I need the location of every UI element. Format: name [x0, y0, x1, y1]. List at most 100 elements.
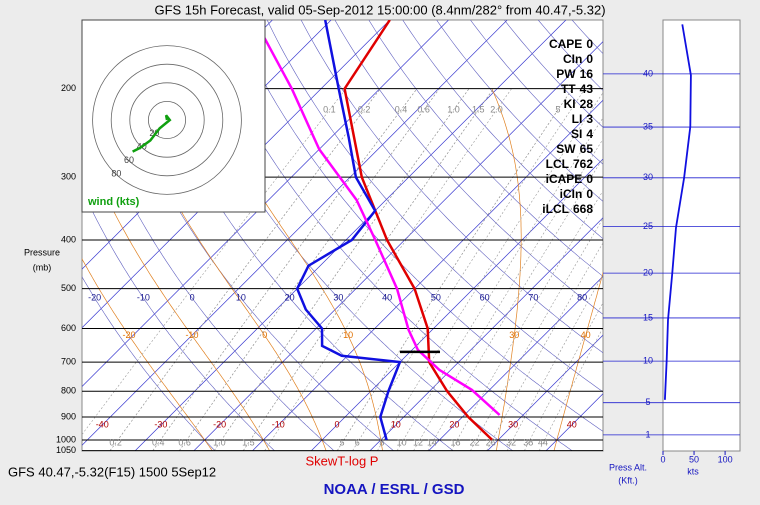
- index-label: iLCL: [542, 202, 569, 216]
- dry-adiabat-label: -10: [137, 292, 150, 302]
- index-label: KI: [564, 97, 576, 111]
- index-entry: LI 3: [572, 112, 594, 126]
- mixing-ratio-label: 38: [523, 437, 533, 447]
- index-label: LI: [572, 112, 583, 126]
- height-label: 35: [643, 121, 653, 131]
- moist-adiabat: [199, 88, 383, 451]
- mixing-ratio-line: [179, 88, 440, 451]
- moist-adiabat: [491, 88, 522, 451]
- dry-adiabat-label: -20: [88, 292, 101, 302]
- mixing-ratio-line: [486, 242, 603, 451]
- index-entry: iLCL 668: [542, 202, 593, 216]
- isotherm-label: -30: [154, 419, 167, 429]
- wind-x-tick-label: 0: [660, 454, 665, 464]
- moist-adiabat: [553, 271, 603, 451]
- mixing-ratio-label: 0.1: [323, 104, 336, 114]
- moist-adiabat-label: 30: [509, 330, 519, 340]
- dry-adiabat-label: 70: [528, 292, 538, 302]
- index-entry: PW 16: [556, 67, 593, 81]
- wind-y-label: Press Alt.: [609, 462, 647, 472]
- wind-x-label: kts: [687, 466, 699, 476]
- index-value: 668: [573, 202, 593, 216]
- mixing-ratio-line: [470, 217, 603, 451]
- isotherm-extra: [82, 20, 449, 387]
- index-label: TT: [561, 82, 576, 96]
- mixing-ratio-line: [427, 157, 603, 451]
- index-entry: iCAPE 0: [546, 172, 594, 186]
- y-tick-label: 900: [61, 411, 76, 421]
- chart-title: GFS 15h Forecast, valid 05-Sep-2012 15:0…: [154, 2, 605, 17]
- index-entry: TT 43: [561, 82, 593, 96]
- wind-x-tick-label: 100: [718, 454, 733, 464]
- mixing-ratio-label: 1.0: [447, 104, 460, 114]
- mixing-ratio-label: 5: [555, 104, 560, 114]
- y-tick-label: 300: [61, 172, 76, 182]
- index-value: 762: [573, 157, 593, 171]
- index-value: 0: [586, 37, 593, 51]
- index-label: CAPE: [549, 37, 582, 51]
- isotherm: [82, 20, 508, 446]
- hodograph-ring: [92, 45, 242, 195]
- mixing-ratio-line: [377, 92, 603, 451]
- index-label: iCIn: [560, 187, 583, 201]
- isotherm: [311, 158, 603, 451]
- profile-line: [343, 20, 494, 441]
- dry-adiabat-extra: [436, 20, 603, 202]
- mixing-ratio-line: [109, 88, 381, 451]
- isotherm: [487, 334, 603, 451]
- hodograph-label: wind (kts): [87, 196, 140, 208]
- index-value: 16: [580, 67, 594, 81]
- index-label: CIn: [563, 52, 582, 66]
- isotherm-label: 10: [391, 419, 401, 429]
- mixing-ratio-label: 44: [538, 437, 548, 447]
- height-label: 40: [643, 68, 653, 78]
- index-value: 65: [580, 142, 594, 156]
- hodograph-ring-label: 80: [111, 169, 121, 179]
- moist-adiabat: [82, 258, 213, 451]
- dry-adiabat-extra: [742, 20, 760, 451]
- dry-adiabat-label: 20: [285, 292, 295, 302]
- y-tick-label: 1000: [56, 434, 76, 444]
- hodograph-trace: [132, 114, 172, 153]
- mixing-ratio-label: 0.4: [152, 437, 165, 447]
- mixing-ratio-label: 2.0: [490, 104, 503, 114]
- height-label: 1: [645, 429, 650, 439]
- index-label: LCL: [546, 157, 569, 171]
- mixing-ratio-label: 0.6: [417, 104, 430, 114]
- mixing-ratio-label: 0.4: [395, 104, 408, 114]
- index-entry: SW 65: [556, 142, 593, 156]
- isotherm-label: 20: [449, 419, 459, 429]
- dry-adiabat: [300, 20, 603, 354]
- mixing-ratio-label: 0.6: [178, 437, 191, 447]
- isotherm: [135, 20, 567, 451]
- dry-adiabat-extra: [368, 20, 603, 277]
- height-label: 20: [643, 268, 653, 278]
- mixing-ratio-label: 18: [450, 437, 460, 447]
- height-label: 25: [643, 221, 653, 231]
- index-value: 4: [586, 127, 593, 141]
- index-entry: SI 4: [571, 127, 593, 141]
- index-label: PW: [556, 67, 576, 81]
- moist-adiabat-label: 10: [343, 330, 353, 340]
- wind-x-tick-label: 50: [689, 454, 699, 464]
- x-axis-label: SkewT-log P: [306, 453, 379, 468]
- hodograph-ring: [110, 63, 224, 177]
- index-value: 0: [586, 187, 593, 201]
- isotherm-label: 30: [508, 419, 518, 429]
- y-tick-label: 600: [61, 323, 76, 333]
- y-tick-label: 200: [61, 83, 76, 93]
- y-axis-label: Pressure: [24, 247, 60, 257]
- index-entry: CAPE 0: [549, 37, 593, 51]
- isotherm: [428, 275, 603, 451]
- hodograph-ring: [129, 82, 205, 158]
- credit: NOAA / ESRL / GSD: [324, 481, 465, 498]
- index-entry: LCL 762: [546, 157, 594, 171]
- dry-adiabat-label: 10: [236, 292, 246, 302]
- height-label: 15: [643, 312, 653, 322]
- mixing-ratio-line: [214, 88, 470, 451]
- mixing-ratio-label: 14: [427, 437, 437, 447]
- isotherm-label: 40: [567, 419, 577, 429]
- y-tick-label: 400: [61, 234, 76, 244]
